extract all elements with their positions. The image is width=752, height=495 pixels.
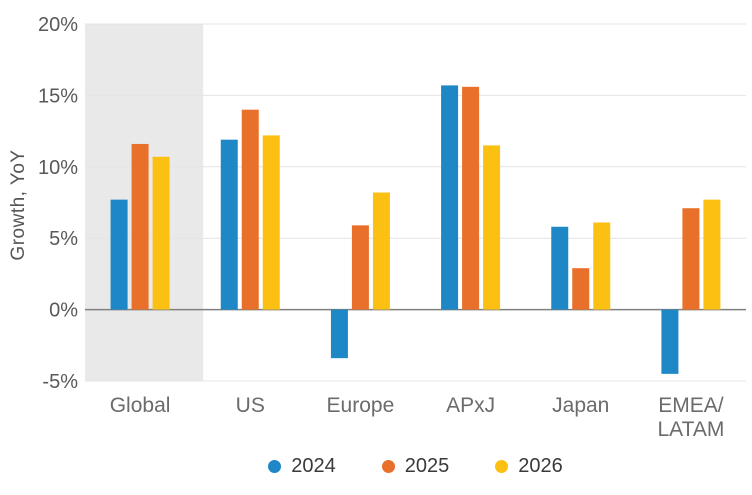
x-category-label: EMEA/LATAM <box>657 394 724 441</box>
x-category-label: US <box>236 394 265 417</box>
bar-2025-japan <box>572 268 590 310</box>
legend: 2024 2025 2026 <box>85 442 746 490</box>
bar-2025-emea <box>682 208 700 310</box>
x-category-label: Global <box>110 394 171 417</box>
y-tick-label: 0% <box>49 300 78 322</box>
legend-dot-2026-icon <box>495 459 509 473</box>
y-tick-label: 10% <box>38 157 78 179</box>
y-tick-label: -5% <box>42 371 78 393</box>
x-category-label: Europe <box>327 394 395 417</box>
bar-2025-us <box>241 109 259 310</box>
y-tick-label: 20% <box>38 14 78 36</box>
legend-dot-2024-icon <box>268 459 282 473</box>
bar-2026-us <box>262 135 280 310</box>
bar-2026-emea <box>703 199 721 310</box>
legend-item-2026: 2026 <box>495 455 563 478</box>
bar-2026-japan <box>593 222 611 310</box>
bar-2024-us <box>220 139 238 310</box>
bar-2025-global <box>131 143 149 310</box>
bar-2026-global <box>152 156 170 310</box>
legend-dot-2025-icon <box>381 459 395 473</box>
bar-2024-japan <box>551 226 569 310</box>
plot-area: 20% 15% 10% 5% 0% -5% Global US Europe APxJ Japan E… <box>38 14 746 441</box>
y-axis-title: Growth, YoY <box>8 149 29 261</box>
bar-2024-emea <box>661 309 679 374</box>
legend-label-2025: 2025 <box>404 454 450 477</box>
bar-2024-global <box>110 199 128 310</box>
bar-2024-apxj <box>441 85 459 310</box>
x-category-label: Japan <box>552 394 609 417</box>
legend-label-2024: 2024 <box>291 454 336 477</box>
legend-item-2024: 2024 <box>268 455 336 478</box>
legend-label-2026: 2026 <box>518 454 563 477</box>
bar-2026-europe <box>372 192 390 310</box>
y-tick-label: 5% <box>49 228 78 250</box>
bar-2025-europe <box>351 225 369 310</box>
x-category-label: APxJ <box>446 394 495 417</box>
y-tick-label: 15% <box>38 85 78 107</box>
bar-2026-apxj <box>483 145 501 310</box>
legend-item-2025: 2025 <box>381 454 450 478</box>
bar-2024-europe <box>330 309 348 359</box>
bar-2025-apxj <box>462 86 480 310</box>
